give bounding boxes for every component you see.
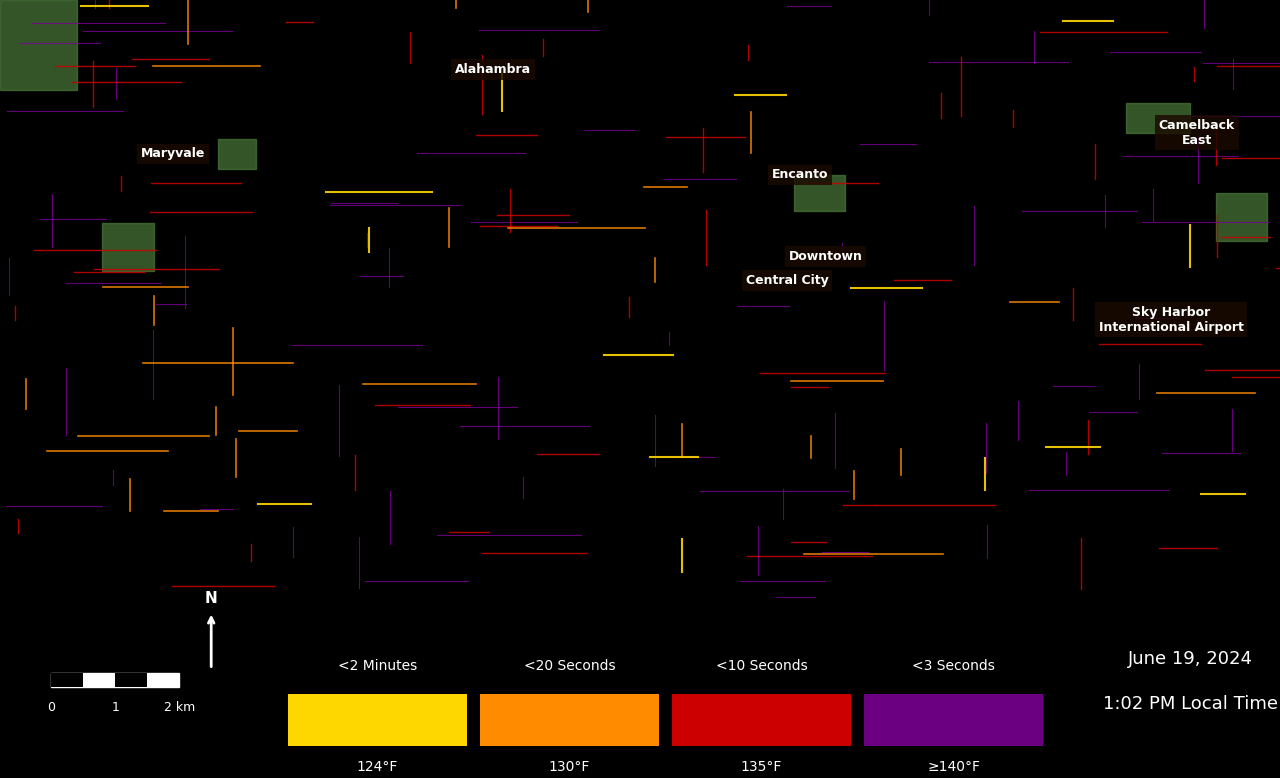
Bar (672, 694, 851, 747)
Text: 1: 1 (111, 701, 119, 714)
Text: Alahambra: Alahambra (454, 63, 531, 75)
Text: 0: 0 (47, 701, 55, 714)
Text: 1:02 PM Local Time: 1:02 PM Local Time (1103, 696, 1277, 713)
Bar (864, 694, 1043, 747)
Bar (0, 0, 77, 90)
Text: <2 Minutes: <2 Minutes (338, 659, 417, 673)
Text: N: N (205, 591, 218, 607)
Text: June 19, 2024: June 19, 2024 (1128, 650, 1253, 668)
Bar (115, 673, 147, 687)
Bar (1216, 193, 1267, 241)
Text: <3 Seconds: <3 Seconds (913, 659, 995, 673)
Text: 135°F: 135°F (741, 761, 782, 774)
Text: Maryvale: Maryvale (141, 147, 205, 160)
Text: Camelback
East: Camelback East (1158, 119, 1235, 146)
Text: 2 km: 2 km (164, 701, 195, 714)
Text: Downtown: Downtown (788, 250, 863, 263)
Bar (51, 673, 179, 687)
Bar (288, 694, 467, 747)
Text: 130°F: 130°F (549, 761, 590, 774)
Text: Encanto: Encanto (772, 168, 828, 181)
Text: Sky Harbor
International Airport: Sky Harbor International Airport (1098, 306, 1244, 334)
Bar (51, 673, 83, 687)
Text: 124°F: 124°F (357, 761, 398, 774)
Text: <20 Seconds: <20 Seconds (524, 659, 616, 673)
Bar (1126, 103, 1190, 132)
Bar (102, 223, 154, 272)
Bar (480, 694, 659, 747)
Bar (218, 138, 256, 169)
Text: Central City: Central City (746, 274, 828, 287)
Text: <10 Seconds: <10 Seconds (716, 659, 808, 673)
Bar (794, 175, 845, 211)
Text: ≥140°F: ≥140°F (927, 761, 980, 774)
